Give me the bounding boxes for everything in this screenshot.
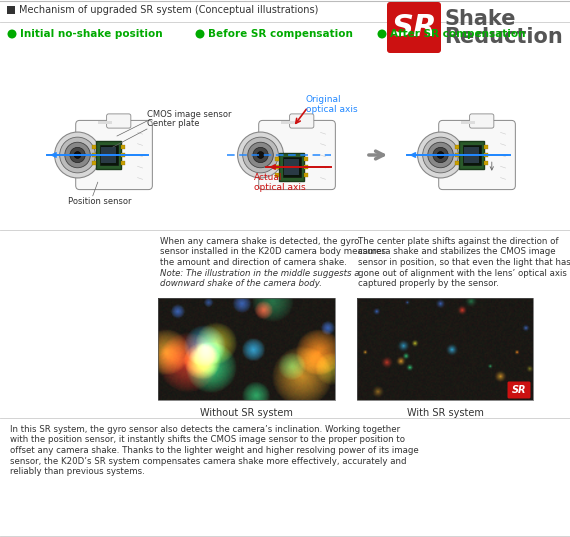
Text: Actual
optical axis: Actual optical axis: [254, 173, 306, 192]
Text: gone out of alignment with the lens’ optical axis is: gone out of alignment with the lens’ opt…: [358, 268, 570, 278]
Circle shape: [74, 151, 81, 158]
Bar: [100, 146, 117, 164]
Circle shape: [377, 30, 386, 39]
Text: When any camera shake is detected, the gyro: When any camera shake is detected, the g…: [160, 237, 359, 246]
FancyBboxPatch shape: [259, 120, 335, 190]
Text: Original
optical axis: Original optical axis: [306, 95, 357, 114]
Circle shape: [253, 147, 268, 163]
Circle shape: [428, 142, 453, 168]
Circle shape: [238, 132, 283, 178]
Circle shape: [248, 142, 273, 168]
Text: Center plate: Center plate: [147, 119, 200, 128]
Bar: [461, 121, 475, 125]
Bar: [459, 141, 484, 169]
FancyBboxPatch shape: [470, 114, 494, 128]
Circle shape: [423, 137, 458, 173]
Bar: [279, 154, 304, 180]
Text: With SR system: With SR system: [406, 408, 483, 418]
Bar: [92, 153, 96, 157]
Bar: [96, 141, 121, 169]
Text: In this SR system, the gyro sensor also detects the camera’s inclination. Workin: In this SR system, the gyro sensor also …: [10, 425, 400, 434]
Circle shape: [65, 142, 90, 168]
Text: Without SR system: Without SR system: [200, 408, 293, 418]
Text: captured properly by the sensor.: captured properly by the sensor.: [358, 279, 499, 288]
Text: with the position sensor, it instantly shifts the CMOS image sensor to the prope: with the position sensor, it instantly s…: [10, 436, 405, 445]
Text: sensor in position, so that even the light that has: sensor in position, so that even the lig…: [358, 258, 570, 267]
Circle shape: [257, 151, 264, 158]
Circle shape: [437, 151, 444, 158]
Text: reliably than previous systems.: reliably than previous systems.: [10, 467, 145, 476]
Bar: [357, 298, 533, 400]
Bar: [465, 147, 479, 163]
Bar: [98, 121, 112, 125]
Bar: [92, 145, 96, 149]
Text: After SR compensation: After SR compensation: [390, 29, 526, 39]
Bar: [7, 6, 15, 14]
Circle shape: [196, 30, 205, 39]
Bar: [463, 146, 481, 164]
Text: sensor installed in the K20D camera body measures: sensor installed in the K20D camera body…: [160, 248, 386, 257]
Bar: [484, 153, 488, 157]
Bar: [281, 121, 295, 125]
Bar: [121, 162, 125, 165]
Text: Initial no-shake position: Initial no-shake position: [20, 29, 162, 39]
FancyBboxPatch shape: [76, 120, 152, 190]
FancyBboxPatch shape: [107, 114, 131, 128]
Text: Mechanism of upgraded SR system (Conceptual illustrations): Mechanism of upgraded SR system (Concept…: [19, 5, 319, 15]
Bar: [283, 157, 300, 177]
Circle shape: [418, 132, 463, 178]
Bar: [455, 162, 459, 165]
Text: Position sensor: Position sensor: [68, 198, 131, 207]
Text: SR: SR: [391, 13, 437, 42]
Bar: [275, 165, 279, 169]
Bar: [121, 153, 125, 157]
Text: sensor, the K20D’s SR system compensates camera shake more effectively, accurate: sensor, the K20D’s SR system compensates…: [10, 456, 406, 466]
FancyBboxPatch shape: [290, 114, 314, 128]
FancyBboxPatch shape: [387, 2, 441, 53]
Circle shape: [433, 147, 448, 163]
Text: Reduction: Reduction: [444, 27, 563, 47]
Bar: [304, 157, 308, 161]
Circle shape: [70, 147, 85, 163]
FancyBboxPatch shape: [439, 120, 515, 190]
Bar: [484, 145, 488, 149]
Text: CMOS image sensor: CMOS image sensor: [147, 110, 231, 119]
Circle shape: [243, 137, 278, 173]
Bar: [304, 173, 308, 177]
Circle shape: [60, 137, 95, 173]
Text: offset any camera shake. Thanks to the lighter weight and higher resolving power: offset any camera shake. Thanks to the l…: [10, 446, 419, 455]
Bar: [484, 162, 488, 165]
Bar: [275, 157, 279, 161]
Circle shape: [7, 30, 17, 39]
Text: camera shake and stabilizes the CMOS image: camera shake and stabilizes the CMOS ima…: [358, 248, 556, 257]
Text: Note: The illustration in the middle suggests a: Note: The illustration in the middle sug…: [160, 268, 360, 278]
Circle shape: [55, 132, 100, 178]
Bar: [158, 298, 335, 400]
FancyBboxPatch shape: [507, 381, 531, 398]
Bar: [455, 145, 459, 149]
Bar: [101, 147, 116, 163]
Text: Shake: Shake: [444, 10, 515, 30]
Text: SR: SR: [512, 385, 526, 395]
Bar: [455, 153, 459, 157]
Text: Before SR compensation: Before SR compensation: [208, 29, 353, 39]
Bar: [284, 159, 299, 175]
Text: the amount and direction of camera shake.: the amount and direction of camera shake…: [160, 258, 347, 267]
Text: downward shake of the camera body.: downward shake of the camera body.: [160, 279, 322, 288]
Bar: [304, 165, 308, 169]
Bar: [121, 145, 125, 149]
Bar: [275, 173, 279, 177]
Text: The center plate shifts against the direction of: The center plate shifts against the dire…: [358, 237, 559, 246]
Bar: [92, 162, 96, 165]
